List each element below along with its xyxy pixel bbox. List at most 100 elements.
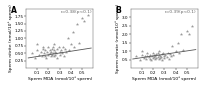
Point bbox=[53, 50, 56, 51]
Point bbox=[160, 59, 164, 61]
Point bbox=[166, 52, 169, 54]
Point bbox=[47, 47, 50, 48]
Point bbox=[158, 55, 161, 56]
Point bbox=[142, 57, 146, 59]
Point bbox=[51, 47, 55, 48]
Point bbox=[60, 53, 64, 54]
Point bbox=[164, 54, 167, 55]
Point bbox=[165, 57, 168, 58]
Point bbox=[36, 50, 39, 51]
X-axis label: Sperm MDA (nmol/10⁶ sperm): Sperm MDA (nmol/10⁶ sperm) bbox=[28, 77, 92, 81]
Point bbox=[159, 57, 163, 58]
Point bbox=[54, 51, 57, 53]
Point bbox=[48, 53, 51, 54]
Point bbox=[145, 58, 148, 60]
Point bbox=[177, 52, 180, 54]
Point bbox=[41, 48, 44, 50]
Y-axis label: Sperm nitrite (nmol/10⁶ sperm): Sperm nitrite (nmol/10⁶ sperm) bbox=[9, 5, 13, 72]
Point bbox=[172, 54, 175, 55]
Point bbox=[83, 20, 86, 21]
Point bbox=[180, 33, 183, 35]
Point bbox=[58, 54, 61, 56]
Point bbox=[44, 56, 47, 57]
Point bbox=[148, 58, 151, 60]
Point bbox=[69, 44, 73, 45]
Point bbox=[59, 50, 62, 51]
Point bbox=[53, 44, 56, 45]
Point bbox=[51, 53, 55, 54]
Point bbox=[176, 42, 179, 44]
Point bbox=[30, 53, 33, 54]
Point bbox=[163, 57, 166, 59]
Point bbox=[140, 54, 143, 55]
Point bbox=[58, 51, 61, 53]
Point bbox=[49, 51, 52, 53]
Point bbox=[156, 57, 159, 58]
Point bbox=[185, 30, 188, 32]
Point bbox=[168, 53, 171, 55]
Point bbox=[135, 56, 138, 57]
Point bbox=[149, 59, 152, 61]
Point bbox=[42, 53, 46, 54]
Text: A: A bbox=[11, 6, 17, 15]
Point bbox=[148, 54, 151, 55]
Point bbox=[157, 54, 160, 55]
Point bbox=[146, 55, 149, 56]
Point bbox=[140, 51, 143, 52]
Point bbox=[162, 52, 165, 54]
Point bbox=[50, 54, 53, 56]
Point bbox=[86, 14, 89, 15]
Point bbox=[155, 53, 158, 55]
Point bbox=[39, 51, 42, 53]
Point bbox=[182, 49, 185, 50]
Text: B: B bbox=[116, 6, 121, 15]
Point bbox=[158, 57, 161, 59]
Point bbox=[36, 44, 39, 45]
Point bbox=[171, 45, 174, 47]
Point bbox=[41, 47, 44, 48]
Point bbox=[153, 54, 156, 55]
Point bbox=[157, 58, 160, 60]
Point bbox=[157, 51, 160, 52]
Point bbox=[150, 56, 154, 57]
Point bbox=[46, 51, 49, 53]
Point bbox=[151, 52, 155, 54]
Point bbox=[144, 56, 147, 57]
Point bbox=[187, 33, 191, 35]
Y-axis label: Sperm nitrate (nmol/10⁶ sperm): Sperm nitrate (nmol/10⁶ sperm) bbox=[116, 4, 120, 73]
Point bbox=[163, 56, 166, 57]
Point bbox=[33, 57, 37, 59]
Point bbox=[77, 42, 80, 44]
Point bbox=[38, 54, 41, 56]
Point bbox=[174, 51, 177, 52]
Point bbox=[44, 50, 47, 51]
Point bbox=[167, 58, 170, 60]
Point bbox=[169, 56, 173, 57]
Point bbox=[147, 57, 150, 58]
Point bbox=[81, 17, 84, 18]
Point bbox=[67, 50, 70, 51]
X-axis label: Sperm MDA (nmol/10⁶ sperm): Sperm MDA (nmol/10⁶ sperm) bbox=[132, 77, 196, 81]
Point bbox=[156, 52, 159, 54]
Point bbox=[191, 25, 194, 26]
Point bbox=[151, 57, 155, 59]
Point bbox=[55, 53, 58, 54]
Point bbox=[57, 47, 60, 48]
Point bbox=[73, 47, 76, 48]
Point bbox=[53, 56, 56, 57]
Point bbox=[66, 38, 69, 39]
Point bbox=[64, 48, 67, 50]
Point bbox=[146, 52, 149, 54]
Point bbox=[138, 59, 141, 61]
Point bbox=[63, 56, 66, 57]
Point bbox=[47, 54, 50, 56]
Point bbox=[160, 53, 164, 55]
Point bbox=[40, 56, 43, 57]
Point bbox=[153, 57, 156, 58]
Text: r=0.39(p<0.1): r=0.39(p<0.1) bbox=[165, 10, 197, 14]
Point bbox=[56, 57, 59, 59]
Point bbox=[154, 56, 157, 57]
Point bbox=[75, 23, 78, 24]
Point bbox=[154, 58, 157, 60]
Point bbox=[61, 47, 65, 48]
